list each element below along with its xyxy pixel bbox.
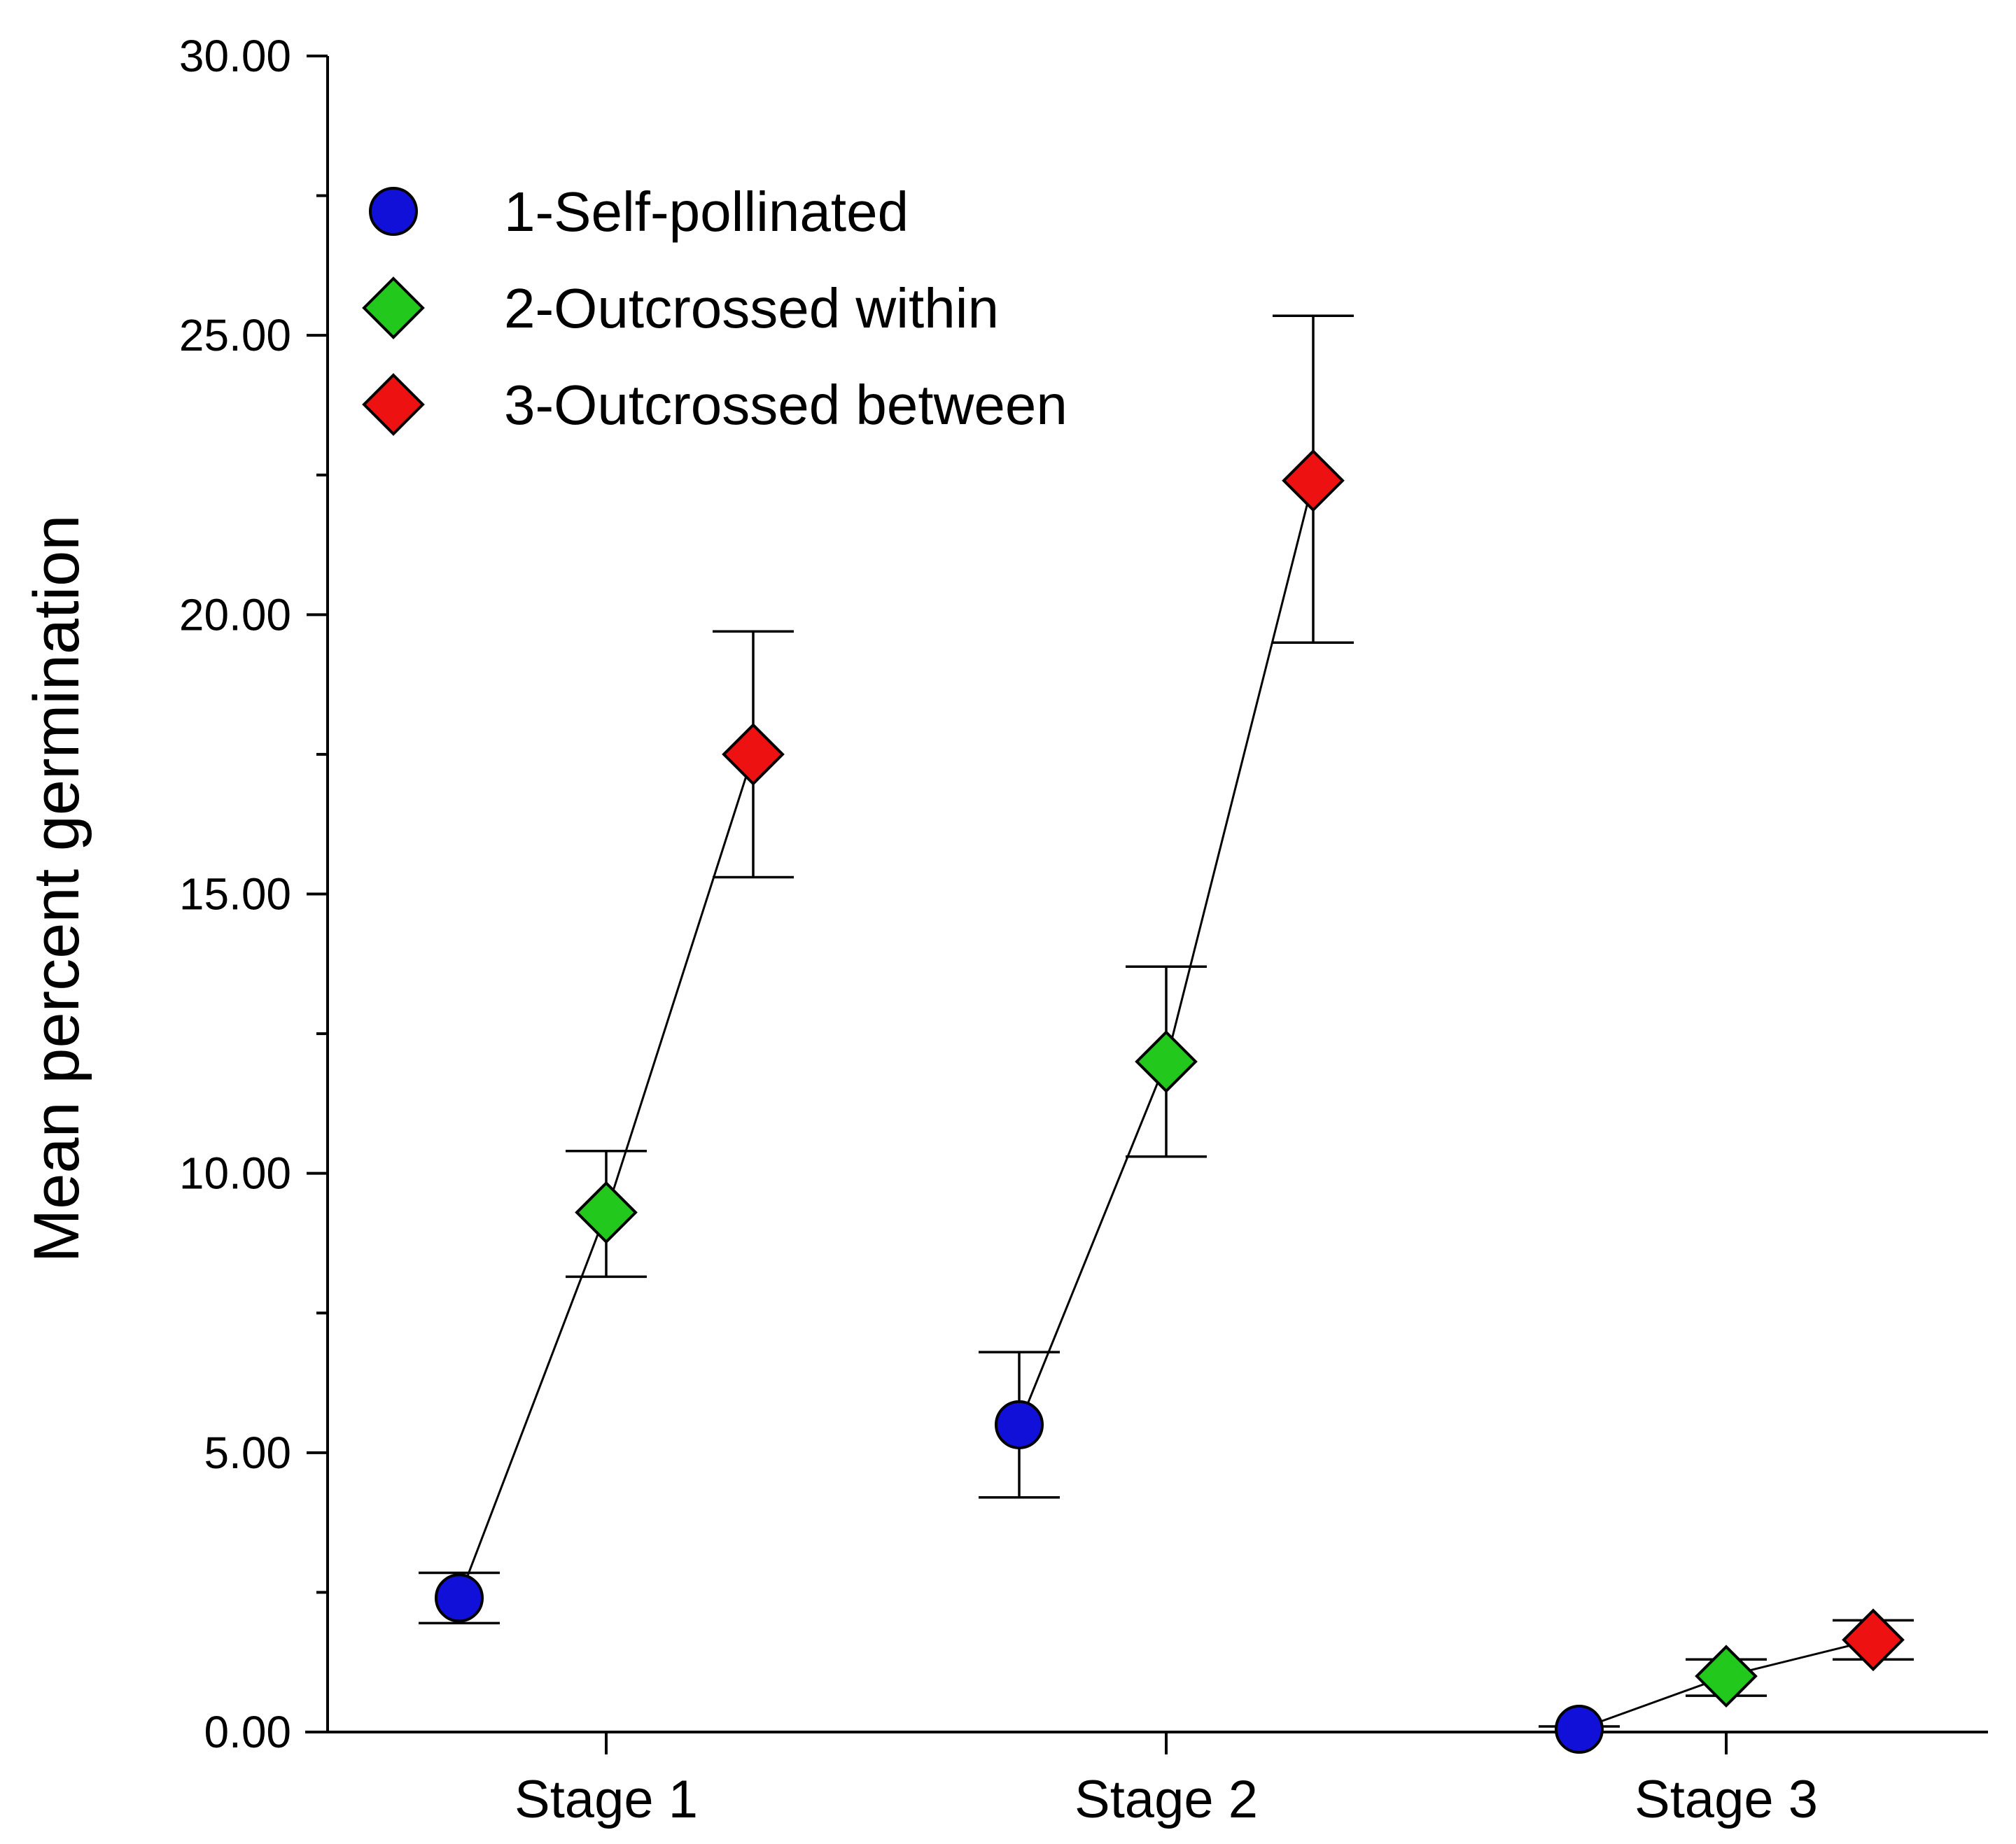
x-tick-label: Stage 3 [1634,1770,1818,1829]
legend-marker [362,276,425,339]
legend-label: 1-Self-pollinated [504,181,909,243]
x-tick-label: Stage 2 [1074,1770,1258,1829]
legend-label: 2-Outcrossed within [504,277,999,339]
x-ticks: Stage 1 Stage 2 Stage 3 [514,1732,1818,1829]
y-tick-label: 20.00 [179,589,291,640]
legend: 1-Self-pollinated 2-Outcrossed within 3-Ou… [362,181,1068,436]
y-tick-label: 15.00 [179,869,291,920]
y-ticks: 0.00 5.00 10.00 15.00 20.00 25.00 30.00 [179,31,328,1757]
y-tick-label: 30.00 [179,31,291,81]
legend-marker [362,373,425,436]
data-point [1282,449,1345,512]
y-tick-label: 0.00 [204,1707,291,1757]
data-point [1842,1608,1905,1672]
data-points [435,449,1905,1754]
data-point [435,1573,484,1623]
data-point [1555,1705,1604,1754]
error-bars [419,314,1914,1733]
data-point [995,1400,1044,1449]
data-point [722,723,785,786]
legend-label: 3-Outcrossed between [504,374,1068,436]
y-tick-label: 10.00 [179,1148,291,1199]
data-point [575,1181,638,1244]
connector-line [1018,480,1315,1426]
y-axis-title: Mean percent germination [21,515,92,1263]
x-tick-label: Stage 1 [514,1770,698,1829]
data-point [1695,1645,1758,1708]
legend-marker [369,187,418,236]
data-point [1135,1030,1198,1093]
y-tick-label: 5.00 [204,1428,291,1478]
y-tick-label: 25.00 [179,310,291,360]
